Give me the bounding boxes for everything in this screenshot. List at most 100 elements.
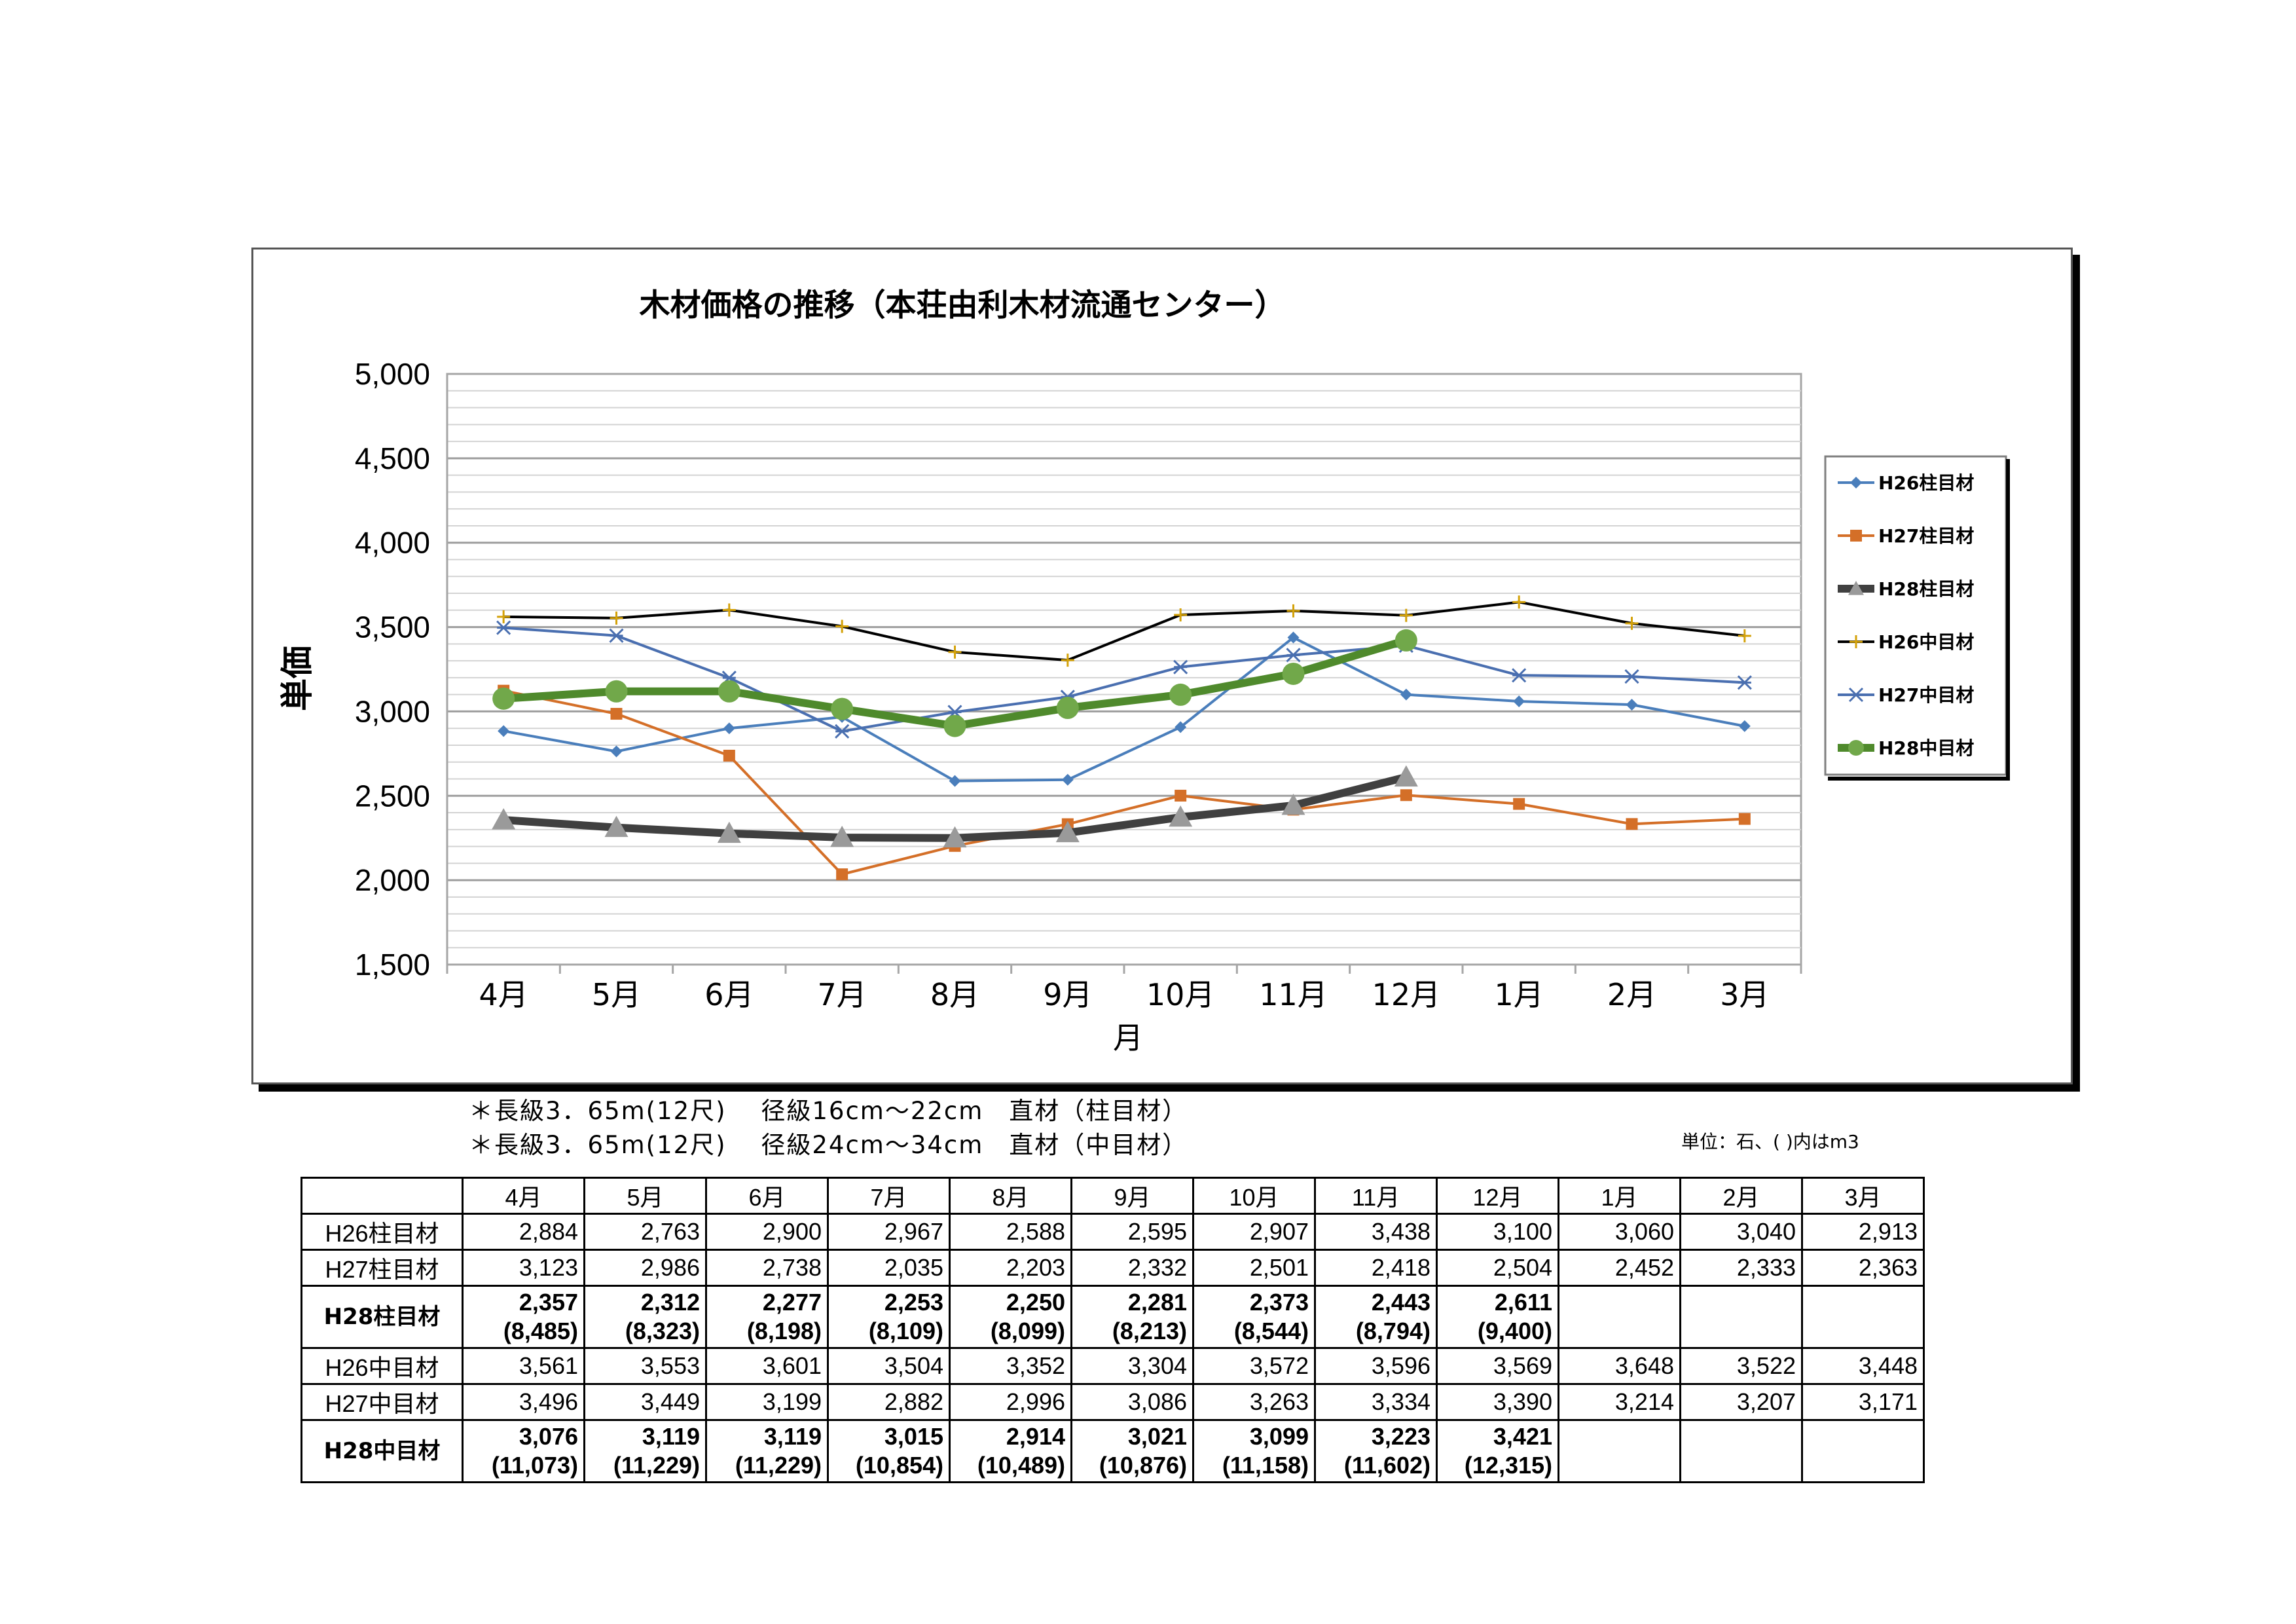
month-header: 10月	[1192, 1177, 1316, 1215]
price-value: 2,035	[884, 1254, 943, 1281]
price-cell: 3,119 (11,229)	[705, 1419, 829, 1483]
spec-note-medium: ＊長級3．65m(12尺) 径級24cm～34cm 直材（中目材）	[469, 1131, 1188, 1159]
price-cell: 3,021 (10,876)	[1070, 1419, 1194, 1483]
x-tick-label: 9月	[1043, 977, 1092, 1012]
volume-value: (8,323)	[625, 1318, 700, 1344]
price-cell: 3,601	[705, 1347, 829, 1385]
price-value: 3,448	[1858, 1352, 1918, 1379]
price-cell: 2,443 (8,794)	[1314, 1285, 1438, 1349]
legend-item: H27中目材	[1838, 684, 1974, 706]
data-point	[1282, 662, 1305, 685]
price-cell: 3,223 (11,602)	[1314, 1419, 1438, 1483]
data-point	[1175, 790, 1187, 802]
volume-value: (11,602)	[1343, 1452, 1430, 1479]
price-value: 3,021	[1127, 1423, 1187, 1450]
price-cell: 3,015 (10,854)	[827, 1419, 951, 1483]
row-label: H27柱目材	[301, 1249, 464, 1287]
data-point	[1399, 608, 1413, 622]
volume-value: (8,213)	[1112, 1318, 1187, 1344]
legend-label: H28柱目材	[1878, 578, 1974, 600]
price-value: 3,496	[519, 1388, 578, 1415]
price-cell: 3,572	[1192, 1347, 1316, 1385]
volume-value: (9,400)	[1477, 1318, 1552, 1344]
data-point	[717, 821, 741, 843]
price-value: 2,986	[640, 1254, 700, 1281]
table-row: H26中目材 3,561 3,553 3,601 3,504 3,352 3,304 3,57…	[301, 1347, 1925, 1385]
series-H28中目材	[492, 629, 1417, 737]
data-point	[1850, 635, 1863, 648]
price-cell: 3,171	[1801, 1383, 1925, 1421]
price-value: 3,060	[1614, 1218, 1674, 1245]
price-value: 3,572	[1249, 1352, 1309, 1379]
month-header: 4月	[462, 1177, 585, 1215]
price-value: 3,569	[1493, 1352, 1552, 1379]
price-cell: 2,996	[949, 1383, 1072, 1421]
x-tick-label: 11月	[1259, 977, 1328, 1012]
price-value: 3,076	[519, 1423, 578, 1450]
volume-value: (8,794)	[1355, 1318, 1430, 1344]
price-cell: 3,263	[1192, 1383, 1316, 1421]
price-cell: 3,334	[1314, 1383, 1438, 1421]
price-value: 2,452	[1614, 1254, 1674, 1281]
y-tick-label: 1,500	[355, 948, 430, 982]
series-line	[503, 636, 1745, 783]
data-point	[610, 745, 623, 758]
price-value: 2,501	[1249, 1254, 1309, 1281]
x-tick-label: 6月	[704, 977, 754, 1012]
spec-note-pillar: ＊長級3．65m(12尺) 径級16cm～22cm 直材（柱目材）	[469, 1097, 1188, 1125]
price-value: 3,199	[762, 1388, 822, 1415]
price-value: 2,332	[1127, 1254, 1187, 1281]
price-cell: 2,250 (8,099)	[949, 1285, 1072, 1349]
line-chart: 木材価格の推移（本荘由利木材流通センター） 1,500 2,000 2,500 3,0…	[278, 287, 2010, 1056]
y-tick-label: 3,000	[355, 694, 430, 728]
price-value: 2,996	[1006, 1388, 1065, 1415]
price-cell: 3,123	[462, 1249, 585, 1287]
price-value: 3,119	[763, 1423, 822, 1450]
volume-value: (10,854)	[855, 1452, 943, 1479]
price-cell: 3,561	[462, 1347, 585, 1385]
y-tick-label: 2,000	[355, 863, 430, 897]
price-value: 3,449	[640, 1388, 700, 1415]
price-cell: 3,504	[827, 1347, 951, 1385]
price-cell: 2,914 (10,489)	[949, 1419, 1072, 1483]
series-H26中目材	[497, 595, 1751, 667]
data-point	[1169, 805, 1193, 827]
series-H26柱目材	[498, 631, 1751, 787]
plot-grid	[446, 373, 1802, 966]
price-value: 3,171	[1858, 1388, 1918, 1415]
price-cell: 2,333	[1679, 1249, 1803, 1287]
month-header: 8月	[949, 1177, 1072, 1215]
price-value: 2,595	[1127, 1218, 1187, 1245]
x-tick-label: 10月	[1146, 977, 1215, 1012]
price-cell: 2,907	[1192, 1213, 1316, 1251]
data-point	[1848, 581, 1864, 595]
price-cell: 2,967	[827, 1213, 951, 1251]
price-value: 3,421	[1493, 1423, 1552, 1450]
data-point	[497, 610, 511, 623]
data-point	[943, 714, 966, 737]
data-point	[835, 619, 849, 633]
data-point	[1850, 530, 1862, 542]
y-tick-label: 4,500	[355, 441, 430, 475]
month-header: 1月	[1558, 1177, 1681, 1215]
price-cell: 2,277 (8,198)	[705, 1285, 829, 1349]
price-cell: 2,900	[705, 1213, 829, 1251]
x-tick-label: 12月	[1372, 977, 1441, 1012]
price-value: 3,223	[1371, 1423, 1430, 1450]
price-cell: 2,738	[705, 1249, 829, 1287]
volume-value: (8,544)	[1233, 1318, 1309, 1344]
data-point	[1056, 697, 1079, 720]
legend-item: H26柱目材	[1838, 472, 1974, 494]
data-point	[943, 826, 967, 848]
price-value: 3,100	[1493, 1218, 1552, 1245]
series-line	[503, 626, 1745, 733]
price-value: 3,596	[1371, 1352, 1430, 1379]
row-label: H27中目材	[301, 1383, 464, 1421]
data-point	[1400, 688, 1412, 701]
legend-item: H28中目材	[1838, 737, 1974, 759]
price-cell: 2,504	[1436, 1249, 1559, 1287]
price-cell	[1558, 1419, 1681, 1483]
data-point	[1061, 773, 1074, 786]
series-line	[503, 689, 1745, 876]
data-point	[1287, 631, 1300, 644]
